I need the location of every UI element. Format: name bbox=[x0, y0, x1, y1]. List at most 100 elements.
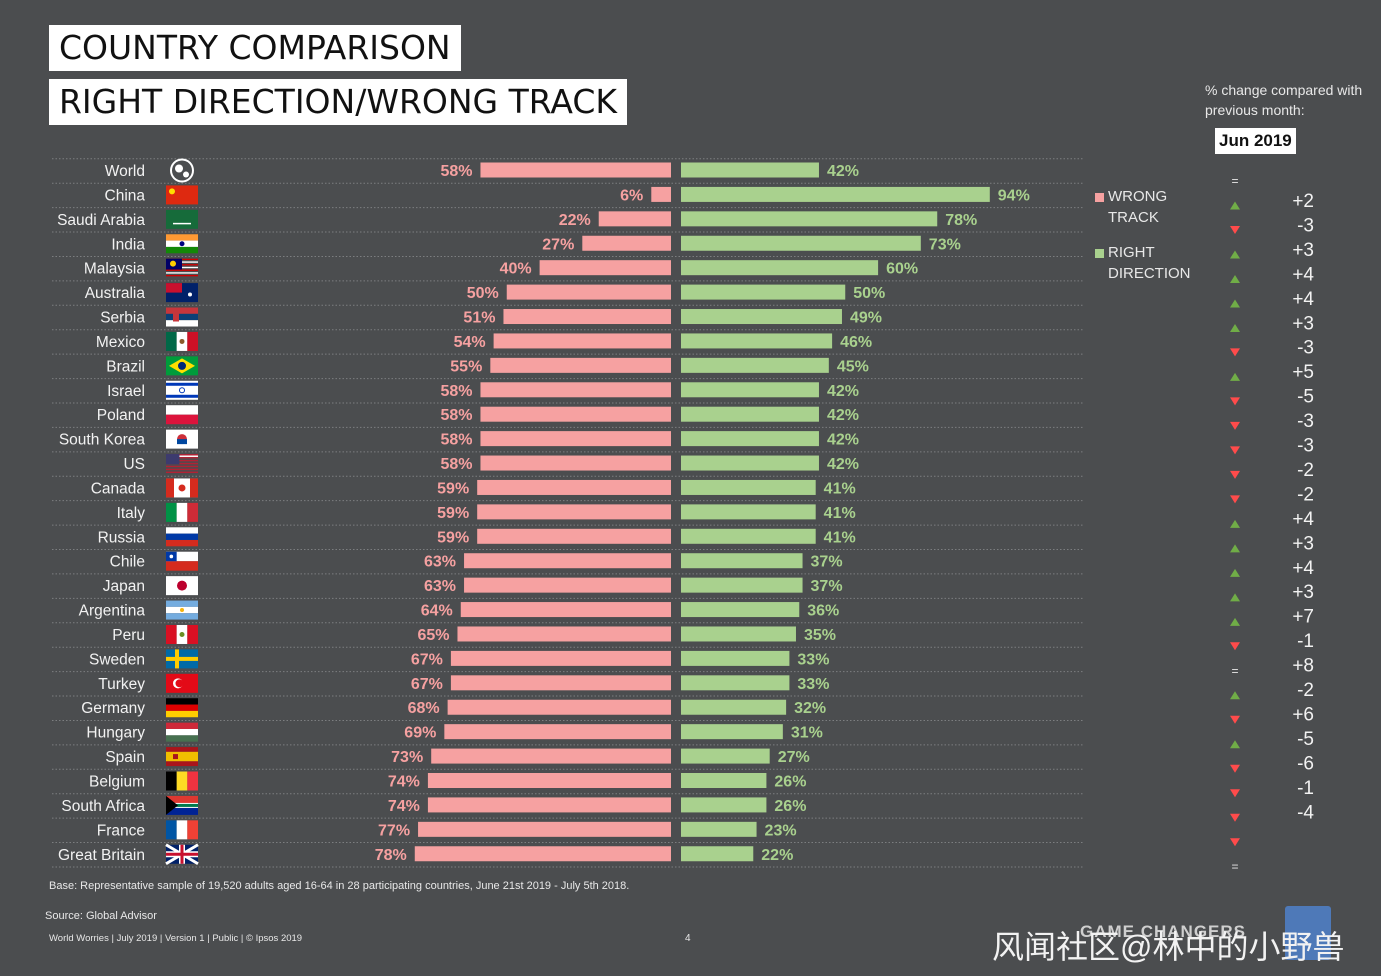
wrong-value-label: 27% bbox=[542, 236, 574, 253]
right-bar bbox=[681, 382, 819, 398]
change-value: +5 bbox=[1292, 362, 1314, 383]
down-arrow-icon bbox=[1230, 348, 1240, 357]
page-number: 4 bbox=[685, 933, 691, 944]
right-value-label: 23% bbox=[765, 822, 797, 839]
right-bar bbox=[681, 455, 819, 471]
chile-flag-icon bbox=[166, 551, 198, 571]
up-arrow-icon bbox=[1230, 274, 1240, 283]
right-value-label: 41% bbox=[824, 529, 856, 546]
right-bar bbox=[681, 504, 816, 520]
right-value-label: 26% bbox=[774, 798, 806, 815]
country-label: Italy bbox=[117, 505, 146, 522]
down-arrow-icon bbox=[1230, 495, 1240, 504]
country-label: France bbox=[97, 822, 145, 839]
wrong-value-label: 51% bbox=[463, 310, 495, 327]
right-bar bbox=[681, 309, 842, 325]
wrong-bar bbox=[457, 626, 671, 642]
up-arrow-icon bbox=[1230, 519, 1240, 528]
country-label: Japan bbox=[103, 578, 145, 595]
change-value: +2 bbox=[1292, 191, 1314, 212]
right-value-label: 78% bbox=[945, 212, 977, 229]
down-arrow-icon bbox=[1230, 470, 1240, 479]
down-arrow-icon bbox=[1230, 446, 1240, 455]
right-bar bbox=[681, 431, 819, 447]
change-value: +4 bbox=[1292, 558, 1314, 579]
right-bar bbox=[681, 235, 921, 251]
wrong-value-label: 74% bbox=[388, 798, 420, 815]
up-arrow-icon bbox=[1230, 299, 1240, 308]
wrong-value-label: 74% bbox=[388, 774, 420, 791]
change-value: -3 bbox=[1297, 436, 1314, 457]
right-bar bbox=[681, 260, 879, 276]
right-value-label: 42% bbox=[827, 456, 859, 473]
wrong-bar bbox=[480, 431, 671, 447]
right-value-label: 31% bbox=[791, 725, 823, 742]
right-bar bbox=[681, 650, 790, 666]
right-value-label: 22% bbox=[761, 847, 793, 864]
country-label: World bbox=[105, 163, 145, 180]
up-arrow-icon bbox=[1230, 201, 1240, 210]
change-value: -3 bbox=[1297, 411, 1314, 432]
change-value: +3 bbox=[1292, 313, 1314, 334]
wrong-value-label: 59% bbox=[437, 480, 469, 497]
change-value: -3 bbox=[1297, 215, 1314, 236]
wrong-value-label: 50% bbox=[467, 285, 499, 302]
change-month-badge: Jun 2019 bbox=[1215, 128, 1296, 154]
right-value-label: 33% bbox=[797, 651, 829, 668]
country-label: Australia bbox=[85, 285, 146, 302]
no-change-marker: = bbox=[1231, 174, 1238, 188]
poland-flag-icon bbox=[166, 405, 198, 425]
wrong-value-label: 22% bbox=[559, 212, 591, 229]
country-label: India bbox=[111, 236, 145, 253]
change-value: -4 bbox=[1297, 802, 1314, 823]
wrong-value-label: 67% bbox=[411, 651, 443, 668]
no-change-marker: = bbox=[1231, 860, 1238, 874]
right-value-label: 35% bbox=[804, 627, 836, 644]
wrong-bar bbox=[651, 186, 671, 202]
legend-wrong-swatch bbox=[1095, 193, 1104, 202]
down-arrow-icon bbox=[1230, 642, 1240, 651]
right-bar bbox=[681, 162, 819, 178]
right-value-label: 46% bbox=[840, 334, 872, 351]
right-bar bbox=[681, 528, 816, 544]
down-arrow-icon bbox=[1230, 813, 1240, 822]
right-value-label: 42% bbox=[827, 432, 859, 449]
wrong-bar bbox=[582, 235, 671, 251]
down-arrow-icon bbox=[1230, 421, 1240, 430]
great-britain-flag-icon bbox=[165, 843, 199, 866]
wrong-value-label: 69% bbox=[404, 725, 436, 742]
belgium-flag-icon bbox=[166, 771, 198, 791]
country-label: Israel bbox=[107, 383, 145, 400]
wrong-bar bbox=[431, 748, 671, 764]
country-label: Sweden bbox=[89, 651, 145, 668]
wrong-bar bbox=[490, 357, 671, 373]
up-arrow-icon bbox=[1230, 372, 1240, 381]
wrong-bar bbox=[539, 260, 671, 276]
saudi-arabia-flag-icon bbox=[166, 209, 198, 229]
wrong-bar bbox=[447, 699, 671, 715]
right-bar bbox=[681, 675, 790, 691]
hungary-flag-icon bbox=[166, 722, 198, 742]
change-value: -1 bbox=[1297, 631, 1314, 652]
right-value-label: 37% bbox=[811, 554, 843, 571]
right-bar bbox=[681, 602, 800, 618]
right-value-label: 26% bbox=[774, 774, 806, 791]
country-label: Brazil bbox=[106, 358, 145, 375]
italy-flag-icon bbox=[166, 502, 198, 522]
change-value: -5 bbox=[1297, 729, 1314, 750]
country-label: Chile bbox=[110, 554, 145, 571]
wrong-bar bbox=[450, 650, 671, 666]
footer-info: World Worries | July 2019 | Version 1 | … bbox=[49, 933, 303, 944]
wrong-value-label: 77% bbox=[378, 822, 410, 839]
change-value: +3 bbox=[1292, 240, 1314, 261]
up-arrow-icon bbox=[1230, 617, 1240, 626]
wrong-bar bbox=[598, 211, 671, 227]
country-label: Hungary bbox=[86, 725, 145, 742]
right-bar bbox=[681, 553, 803, 569]
germany-flag-icon bbox=[166, 698, 198, 718]
right-bar bbox=[681, 211, 938, 227]
south-africa-flag-icon bbox=[166, 795, 198, 815]
change-value: -1 bbox=[1297, 778, 1314, 799]
right-bar bbox=[681, 724, 783, 740]
